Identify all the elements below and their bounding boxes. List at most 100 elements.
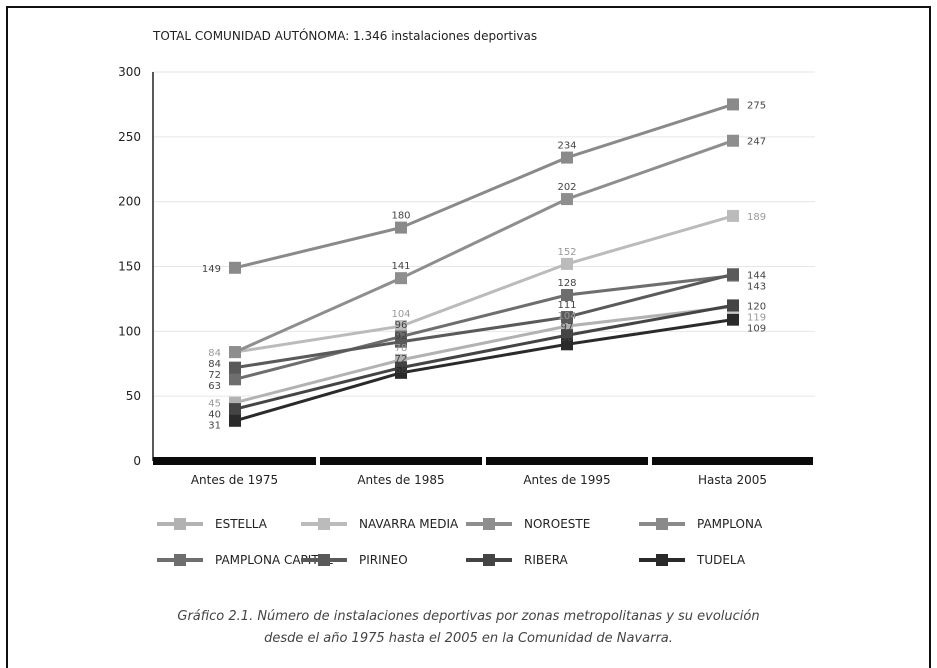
data-point bbox=[561, 311, 573, 324]
legend: ESTELLA NAVARRA MEDIA NOROESTE PAMPLONA PAMP… bbox=[157, 517, 763, 567]
data-label: 141 bbox=[391, 261, 410, 272]
legend-label: NAVARRA MEDIA bbox=[359, 517, 459, 531]
data-label: 72 bbox=[208, 370, 221, 381]
data-label: 31 bbox=[208, 421, 221, 432]
data-label: 90 bbox=[561, 333, 574, 344]
data-label: 45 bbox=[208, 399, 221, 410]
data-label: 144 bbox=[747, 270, 766, 281]
data-label: 120 bbox=[747, 301, 766, 312]
series-line bbox=[234, 139, 734, 354]
data-label: 152 bbox=[557, 247, 576, 258]
data-label: 180 bbox=[391, 211, 410, 222]
legend-swatch-marker bbox=[318, 554, 330, 566]
data-point bbox=[229, 346, 241, 359]
data-label: 40 bbox=[208, 410, 221, 421]
data-label: 84 bbox=[208, 359, 221, 370]
data-point bbox=[395, 335, 407, 348]
data-label: 128 bbox=[557, 278, 576, 289]
data-point bbox=[561, 257, 573, 270]
series-line bbox=[234, 214, 734, 354]
data-point bbox=[727, 268, 739, 281]
data-point bbox=[561, 329, 573, 342]
legend-swatch-marker bbox=[656, 554, 668, 566]
legend-label: TUDELA bbox=[696, 553, 746, 567]
data-label: 92 bbox=[395, 331, 408, 342]
series-line bbox=[234, 305, 734, 405]
data-label: 247 bbox=[747, 137, 766, 148]
legend-label: PIRINEO bbox=[359, 553, 408, 567]
data-label: 119 bbox=[747, 312, 766, 323]
y-tick-label: 50 bbox=[126, 389, 141, 403]
legend-swatch-marker bbox=[656, 518, 668, 530]
data-point bbox=[561, 338, 573, 351]
y-tick-label: 100 bbox=[118, 324, 141, 338]
x-tick-label: Antes de 1975 bbox=[191, 473, 278, 487]
data-label: 104 bbox=[557, 311, 576, 322]
data-label: 143 bbox=[747, 281, 766, 292]
series-lines bbox=[229, 98, 739, 427]
series-line bbox=[234, 272, 734, 370]
legend-label: PAMPLONA CAPITAL bbox=[215, 553, 333, 567]
y-tick-label: 0 bbox=[133, 454, 141, 468]
caption-line-1: Gráfico 2.1. Número de instalaciones dep… bbox=[177, 609, 760, 624]
data-label: 97 bbox=[561, 322, 574, 333]
data-point bbox=[395, 366, 407, 379]
x-axis-segment bbox=[153, 457, 316, 465]
data-label: 84 bbox=[208, 348, 221, 359]
x-axis: Antes de 1975 Antes de 1985 Antes de 1995 H… bbox=[153, 457, 813, 487]
data-point bbox=[561, 151, 573, 164]
data-label: 78 bbox=[395, 343, 408, 354]
series-line bbox=[234, 102, 734, 270]
grid bbox=[153, 71, 815, 397]
data-point bbox=[727, 98, 739, 111]
data-label: 111 bbox=[557, 300, 576, 311]
figure-caption: Gráfico 2.1. Número de instalaciones dep… bbox=[0, 606, 937, 650]
legend-label: ESTELLA bbox=[215, 517, 268, 531]
y-tick-label: 250 bbox=[118, 130, 141, 144]
caption-line-2: desde el año 1975 hasta el 2005 en la Co… bbox=[264, 631, 673, 646]
legend-swatch-marker bbox=[483, 554, 495, 566]
series-line bbox=[234, 274, 734, 381]
data-point bbox=[229, 361, 241, 374]
data-label: 189 bbox=[747, 212, 766, 223]
legend-label: NOROESTE bbox=[524, 517, 590, 531]
x-axis-segment bbox=[486, 457, 648, 465]
data-point bbox=[727, 299, 739, 312]
x-tick-label: Hasta 2005 bbox=[698, 473, 767, 487]
data-point bbox=[229, 261, 241, 274]
line-chart: TOTAL COMUNIDAD AUTÓNOMA: 1.346 instalac… bbox=[118, 28, 815, 567]
data-label: 275 bbox=[747, 100, 766, 111]
data-label: 149 bbox=[202, 264, 221, 275]
data-label: 202 bbox=[557, 182, 576, 193]
legend-swatch-marker bbox=[174, 518, 186, 530]
y-tick-label: 300 bbox=[118, 65, 141, 79]
chart-title: TOTAL COMUNIDAD AUTÓNOMA: 1.346 instalac… bbox=[152, 28, 537, 43]
data-point bbox=[727, 313, 739, 326]
chart-frame bbox=[6, 6, 931, 668]
y-axis: 0 50 100 150 200 250 300 bbox=[118, 65, 154, 468]
x-axis-segment bbox=[652, 457, 813, 465]
data-point bbox=[395, 272, 407, 285]
x-axis-segment bbox=[320, 457, 482, 465]
data-point bbox=[727, 134, 739, 147]
y-tick-label: 200 bbox=[118, 195, 141, 209]
data-point bbox=[561, 320, 573, 333]
data-label: 96 bbox=[395, 320, 408, 331]
data-point bbox=[395, 320, 407, 333]
legend-swatch-marker bbox=[318, 518, 330, 530]
series-line bbox=[234, 303, 734, 411]
data-label: 72 bbox=[395, 354, 408, 365]
legend-label: RIBERA bbox=[524, 553, 569, 567]
x-tick-label: Antes de 1985 bbox=[357, 473, 444, 487]
data-point bbox=[229, 403, 241, 416]
data-label: 63 bbox=[208, 381, 221, 392]
data-point bbox=[561, 289, 573, 302]
legend-swatch-marker bbox=[483, 518, 495, 530]
legend-label: PAMPLONA bbox=[697, 517, 763, 531]
data-label: 109 bbox=[747, 323, 766, 334]
legend-swatch-marker bbox=[174, 554, 186, 566]
y-tick-label: 150 bbox=[118, 260, 141, 274]
data-point bbox=[561, 193, 573, 206]
data-point bbox=[229, 373, 241, 386]
series-line bbox=[234, 318, 734, 423]
